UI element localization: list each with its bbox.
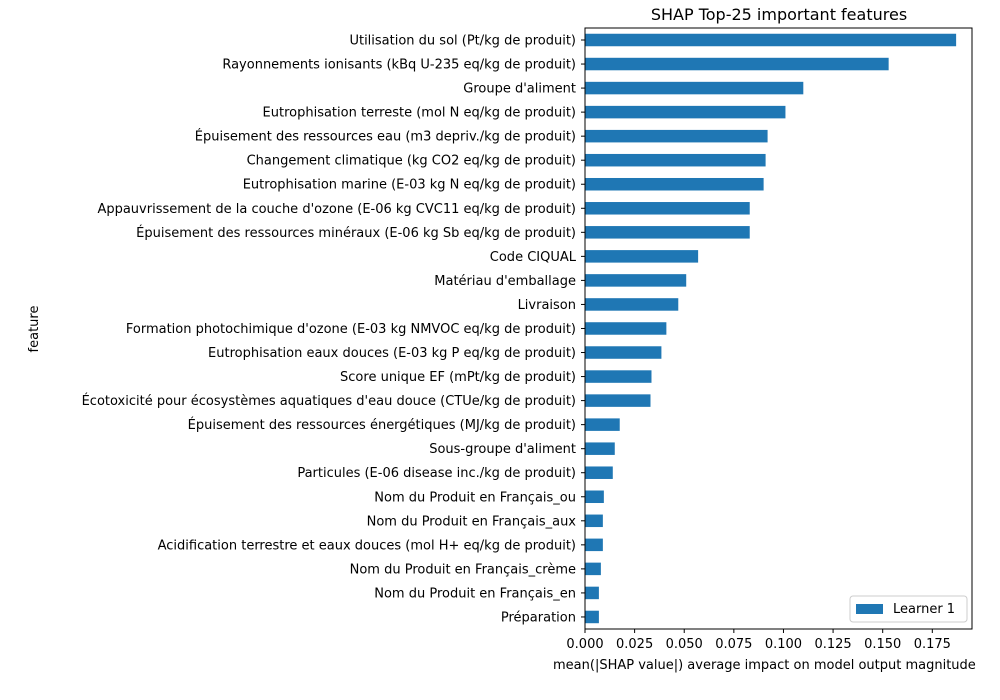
- bar: [585, 57, 889, 71]
- x-axis-label: mean(|SHAP value|) average impact on mod…: [553, 658, 976, 673]
- bar: [585, 418, 620, 431]
- y-tick-label: Groupe d'aliment: [463, 82, 576, 97]
- bar: [585, 490, 604, 504]
- x-tick-label: 0.025: [616, 637, 653, 652]
- x-axis-ticks: 0.000 0.025 0.050 0.075 0.100 0.125 0.150 0.175: [566, 629, 951, 652]
- bar: [585, 610, 599, 624]
- y-tick-label: Acidification terrestre et eaux douces (…: [158, 538, 576, 553]
- bar: [585, 442, 615, 455]
- bar: [585, 466, 613, 479]
- plot-frame: [584, 27, 973, 630]
- bar: [585, 202, 750, 215]
- bar: [585, 562, 601, 576]
- bar: [585, 346, 662, 359]
- y-tick-label: Nom du Produit en Français_en: [374, 586, 576, 601]
- x-tick-label: 0.000: [566, 637, 603, 652]
- y-tick-label: Épuisement des ressources eau (m3 depriv…: [195, 129, 576, 145]
- bar: [585, 105, 786, 119]
- y-tick-label: Eutrophisation marine (E-03 kg N eq/kg d…: [243, 178, 576, 193]
- bar: [585, 81, 804, 95]
- y-tick-label: Nom du Produit en Français_ou: [374, 490, 576, 505]
- bar: [585, 33, 957, 47]
- bar: [585, 538, 603, 552]
- y-tick-label: Rayonnements ionisants (kBq U-235 eq/kg …: [222, 58, 576, 73]
- bar: [585, 226, 750, 239]
- bar: [585, 129, 768, 143]
- legend-frame: [849, 595, 968, 623]
- bar: [585, 298, 679, 311]
- bar: [585, 586, 599, 600]
- y-tick-label: Sous-groupe d'aliment: [429, 442, 576, 457]
- y-tick-label: Épuisement des ressources minéraux (E-06…: [136, 225, 576, 241]
- bar: [585, 177, 764, 191]
- y-tick-label: Livraison: [518, 298, 576, 313]
- x-tick-label: 0.150: [864, 637, 901, 652]
- y-tick-label: Code CIQUAL: [490, 250, 577, 265]
- y-tick-label: Changement climatique (kg CO2 eq/kg de p…: [247, 154, 576, 169]
- y-tick-label: Nom du Produit en Français_aux: [367, 514, 577, 529]
- bars-layer: [585, 33, 957, 624]
- y-axis-ticks: Utilisation du sol (Pt/kg de produit) Ray…: [82, 34, 585, 625]
- x-tick-label: 0.125: [814, 637, 851, 652]
- y-tick-label: Formation photochimique d'ozone (E-03 kg…: [126, 322, 576, 337]
- bar: [585, 394, 651, 407]
- y-tick-label: Particules (E-06 disease inc./kg de prod…: [297, 466, 576, 481]
- bar: [585, 370, 652, 383]
- y-tick-label: Nom du Produit en Français_crème: [350, 562, 576, 577]
- y-tick-label: Eutrophisation terreste (mol N eq/kg de …: [263, 106, 576, 121]
- y-tick-label: Score unique EF (mPt/kg de produit): [340, 370, 576, 385]
- bar: [585, 514, 603, 528]
- bar: [585, 250, 699, 263]
- y-tick-label: Appauvrissement de la couche d'ozone (E-…: [97, 202, 576, 217]
- x-tick-label: 0.075: [715, 637, 752, 652]
- y-tick-label: Préparation: [501, 610, 576, 625]
- legend-swatch: [856, 604, 883, 614]
- bar: [585, 322, 667, 335]
- x-tick-label: 0.100: [765, 637, 802, 652]
- bar: [585, 274, 687, 287]
- legend-label: Learner 1: [893, 602, 955, 617]
- y-tick-label: Épuisement des ressources énergétiques (…: [188, 417, 576, 433]
- y-tick-label: Matériau d'emballage: [434, 274, 576, 289]
- legend: Learner 1: [849, 595, 968, 623]
- y-tick-label: Eutrophisation eaux douces (E-03 kg P eq…: [208, 346, 576, 361]
- y-tick-label: Écotoxicité pour écosystèmes aquatiques …: [82, 393, 576, 409]
- y-axis-label: feature: [27, 306, 42, 353]
- y-tick-label: Utilisation du sol (Pt/kg de produit): [349, 34, 576, 49]
- x-tick-label: 0.175: [914, 637, 951, 652]
- chart-title: SHAP Top-25 important features: [651, 5, 907, 24]
- x-tick-label: 0.050: [666, 637, 703, 652]
- bar: [585, 153, 766, 167]
